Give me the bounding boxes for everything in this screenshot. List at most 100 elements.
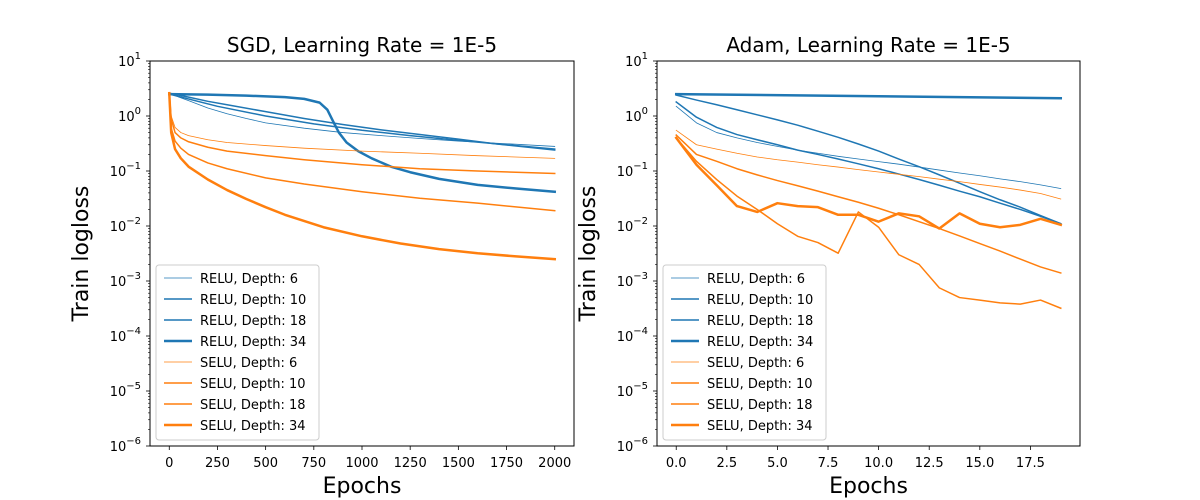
series-line-selu-depth-18 (168, 92, 556, 212)
legend: RELU, Depth: 6 RELU, Depth: 10 RELU, Depth… (662, 264, 827, 441)
y-tick-label: 10−6 (110, 436, 141, 455)
series-line-selu-depth-10 (168, 92, 556, 175)
y-tick-exponent: −1 (126, 161, 141, 172)
chart-1: 0 250 500 750 1000 1250 1500 1750 200010−610−510… (69, 33, 575, 499)
legend-label: RELU, Depth: 10 (707, 293, 813, 308)
series-line-selu-depth-34 (674, 136, 1063, 230)
x-tick-label: 12.5 (915, 456, 944, 471)
series-line-relu-depth-34 (674, 92, 1063, 100)
y-tick-exponent: 0 (642, 106, 648, 117)
y-tick-exponent: −4 (126, 326, 141, 337)
x-tick-label: 2.5 (716, 456, 737, 471)
y-tick-base: 10 (625, 55, 642, 70)
legend-label: RELU, Depth: 10 (200, 293, 306, 308)
y-tick-label: 100 (118, 106, 141, 125)
y-tick-base: 10 (617, 440, 634, 455)
series-line-relu-depth-10 (675, 100, 1062, 225)
legend-label: RELU, Depth: 34 (707, 335, 813, 350)
y-tick-exponent: −3 (126, 271, 141, 282)
series-line-relu-depth-6 (675, 105, 1062, 189)
x-tick-label: 10.0 (864, 456, 893, 471)
y-tick-label: 10−1 (617, 161, 648, 180)
y-tick-label: 10−5 (110, 381, 141, 400)
y-tick-label: 10−3 (110, 271, 141, 290)
series-group (674, 92, 1063, 310)
y-tick-base: 10 (110, 385, 127, 400)
legend-label: RELU, Depth: 6 (200, 272, 298, 287)
legend-label: RELU, Depth: 6 (707, 272, 805, 287)
x-tick-label: 7.5 (818, 456, 839, 471)
y-tick-base: 10 (110, 220, 127, 235)
y-tick-base: 10 (617, 220, 634, 235)
y-tick-exponent: −3 (633, 271, 648, 282)
legend-label: SELU, Depth: 34 (707, 419, 813, 434)
y-tick-base: 10 (118, 55, 135, 70)
legend-label: SELU, Depth: 6 (707, 356, 804, 371)
legend-label: SELU, Depth: 10 (200, 377, 306, 392)
y-tick-label: 10−2 (110, 216, 141, 235)
chart-2: 0.0 2.5 5.0 7.5 10.0 12.5 15.0 17.510−610−510−4… (576, 33, 1081, 499)
y-tick-exponent: 0 (135, 106, 141, 117)
x-tick-label: 1000 (345, 456, 378, 471)
y-tick-base: 10 (617, 330, 634, 345)
y-tick-base: 10 (617, 275, 634, 290)
y-tick-base: 10 (625, 110, 642, 125)
y-tick-label: 10−3 (617, 271, 648, 290)
y-tick-label: 10−1 (110, 161, 141, 180)
x-tick-label: 1750 (490, 456, 523, 471)
y-tick-exponent: −4 (633, 326, 648, 337)
series-line-selu-depth-6 (675, 129, 1062, 200)
x-tick-label: 2000 (538, 456, 571, 471)
chart-title: Adam, Learning Rate = 1E-5 (726, 33, 1010, 57)
y-tick-exponent: −2 (126, 216, 141, 227)
legend-label: SELU, Depth: 6 (200, 356, 297, 371)
y-tick-exponent: 1 (642, 51, 648, 62)
series-line-selu-depth-34 (167, 91, 557, 261)
axes-frame (656, 60, 1081, 447)
legend-label: SELU, Depth: 34 (200, 419, 306, 434)
y-tick-exponent: −1 (633, 161, 648, 172)
x-tick-label: 17.5 (1016, 456, 1045, 471)
y-tick-exponent: −6 (126, 436, 141, 447)
y-tick-base: 10 (110, 330, 127, 345)
y-tick-label: 10−4 (617, 326, 648, 345)
y-tick-base: 10 (617, 385, 634, 400)
y-tick-base: 10 (617, 165, 634, 180)
series-line-relu-depth-34 (168, 92, 557, 194)
legend-label: RELU, Depth: 18 (200, 314, 306, 329)
y-tick-exponent: −5 (126, 381, 141, 392)
x-tick-label: 15.0 (965, 456, 994, 471)
y-tick-label: 101 (625, 51, 648, 70)
y-axis-label: Train logloss (69, 186, 94, 323)
x-tick-label: 250 (205, 456, 230, 471)
series-line-relu-depth-18 (675, 94, 1062, 225)
y-tick-base: 10 (118, 110, 135, 125)
y-tick-exponent: −5 (633, 381, 648, 392)
x-tick-label: 500 (253, 456, 278, 471)
y-tick-base: 10 (110, 165, 127, 180)
legend-label: SELU, Depth: 18 (707, 398, 813, 413)
y-tick-exponent: −2 (633, 216, 648, 227)
series-line-relu-depth-6 (168, 92, 556, 147)
y-tick-label: 10−6 (617, 436, 648, 455)
y-tick-base: 10 (110, 275, 127, 290)
legend: RELU, Depth: 6 RELU, Depth: 10 RELU, Depth… (155, 264, 320, 441)
legend-label: SELU, Depth: 18 (200, 398, 306, 413)
legend-box (662, 264, 827, 441)
chart-title: SGD, Learning Rate = 1E-5 (227, 33, 497, 57)
y-tick-label: 100 (625, 106, 648, 125)
x-tick-label: 0 (165, 456, 173, 471)
series-line-selu-depth-18 (675, 136, 1062, 310)
x-tick-label: 1500 (442, 456, 475, 471)
x-tick-label: 5.0 (767, 456, 788, 471)
x-tick-label: 0.0 (666, 456, 687, 471)
legend-box (155, 264, 320, 441)
y-tick-exponent: −6 (633, 436, 648, 447)
y-axis-label: Train logloss (576, 186, 601, 323)
x-axis-label: Epochs (829, 474, 908, 499)
x-axis-label: Epochs (323, 474, 402, 499)
legend-label: RELU, Depth: 34 (200, 335, 306, 350)
y-tick-label: 10−2 (617, 216, 648, 235)
x-tick-label: 750 (301, 456, 326, 471)
